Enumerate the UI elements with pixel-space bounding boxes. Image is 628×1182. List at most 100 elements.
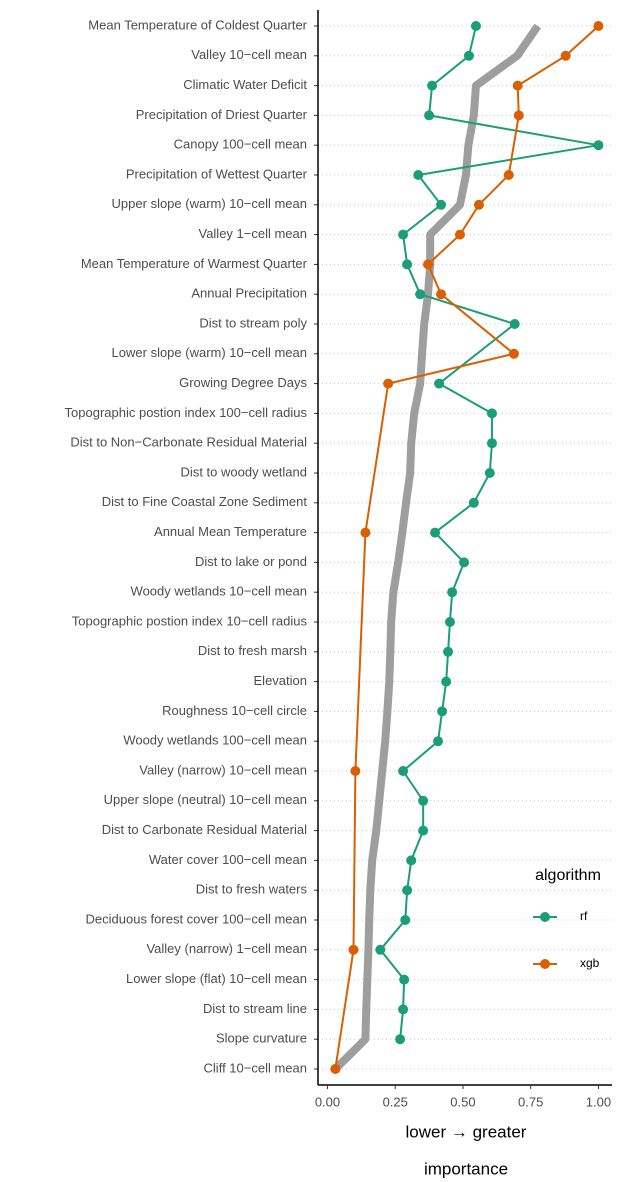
point [560,50,571,61]
point [375,944,386,955]
point [350,766,361,776]
y-tick-label: Valley 1−cell mean [198,226,307,241]
y-tick-label: Canopy 100−cell mean [174,137,307,152]
point [508,348,519,359]
point [441,676,452,687]
point [468,497,479,508]
y-tick-label: Roughness 10−cell circle [162,703,307,718]
point [444,617,455,627]
y-tick-label: Woody wetlands 10−cell mean [131,584,307,599]
point [503,170,514,180]
y-tick-label: Lower slope (warm) 10−cell mean [112,345,307,360]
y-tick-label: Annual Mean Temperature [154,524,307,539]
point [434,378,445,389]
point [398,229,409,240]
y-tick-label: Precipitation of Driest Quarter [136,107,308,122]
point [427,80,438,91]
y-tick-label: Dist to Fine Coastal Zone Sediment [102,494,308,509]
point [513,110,524,121]
point [436,289,447,300]
point [512,80,523,91]
point [486,408,497,419]
x-tick-label: 1.00 [586,1094,611,1109]
y-tick-label: Upper slope (neutral) 10−cell mean [104,792,307,807]
point [418,825,429,836]
y-tick-label: Dist to stream line [203,1001,307,1016]
y-tick-label: Dist to lake or pond [195,554,307,569]
point [443,646,454,657]
point [454,229,465,240]
x-axis-title: importance [424,1159,508,1178]
point [406,855,417,866]
point [593,140,604,151]
y-tick-label: Growing Degree Days [179,375,307,390]
y-tick-label: Elevation [254,673,307,688]
y-tick-label: Upper slope (warm) 10−cell mean [112,196,307,211]
y-tick-label: Dist to stream poly [199,315,307,330]
y-tick-label: Deciduous forest cover 100−cell mean [86,911,307,926]
point [459,557,470,568]
x-tick-label: 0.25 [383,1094,408,1109]
point [433,736,444,747]
y-tick-label: Dist to fresh marsh [198,643,307,658]
y-tick-label: Cliff 10−cell mean [204,1060,307,1075]
y-tick-label: Valley (narrow) 1−cell mean [146,941,307,956]
point [447,587,458,598]
legend-label: xgb [580,956,600,970]
y-tick-label: Dist to Carbonate Residual Material [102,822,307,837]
point [330,1064,341,1074]
y-tick-label: Mean Temperature of Warmest Quarter [81,256,308,271]
point [484,468,495,478]
y-tick-label: Dist to fresh waters [196,882,308,897]
point [430,527,441,538]
y-tick-label: Water cover 100−cell mean [149,852,307,867]
y-tick-label: Topographic postion index 100−cell radiu… [65,405,308,420]
y-tick-label: Mean Temperature of Coldest Quarter [88,17,307,32]
point [436,199,447,210]
legend-label: rf [580,909,588,923]
point [486,438,497,449]
series-line [379,25,600,1040]
y-tick-label: Precipitation of Wettest Quarter [126,166,308,181]
point [470,21,481,31]
x-tick-label: 0.50 [450,1094,475,1109]
point [402,259,413,270]
y-tick-label: Lower slope (flat) 10−cell mean [126,971,307,986]
mean-line [332,23,542,1072]
point [423,259,434,270]
y-tick-label: Valley (narrow) 10−cell mean [139,762,307,777]
legend-marker [540,959,550,969]
point [463,50,474,61]
point [400,915,411,925]
point [402,885,413,896]
point [424,110,435,121]
y-tick-label: Annual Precipitation [191,286,307,301]
point [395,1034,406,1045]
point [415,289,426,300]
point [348,944,359,955]
legend-marker [540,912,550,922]
y-tick-label: Valley 10−cell mean [191,47,307,62]
y-tick-label: Topographic postion index 10−cell radius [72,613,308,628]
point [437,706,448,717]
y-tick-label: Dist to Non−Carbonate Residual Material [70,435,307,450]
x-tick-label: 0.75 [518,1094,543,1109]
legend-title: algorithm [535,867,601,884]
y-tick-label: Dist to woody wetland [181,464,307,479]
point [398,1004,409,1015]
x-axis-title: lower → greater [406,1122,527,1141]
y-tick-label: Climatic Water Deficit [183,77,307,92]
point [360,527,371,538]
point [383,378,394,389]
point [413,170,424,180]
point [509,319,520,329]
point [399,974,410,985]
point [473,199,484,210]
point [593,21,604,31]
point [418,795,429,806]
y-tick-label: Slope curvature [216,1031,307,1046]
point [398,766,409,776]
x-tick-label: 0.00 [315,1094,340,1109]
y-tick-label: Woody wetlands 100−cell mean [123,733,307,748]
